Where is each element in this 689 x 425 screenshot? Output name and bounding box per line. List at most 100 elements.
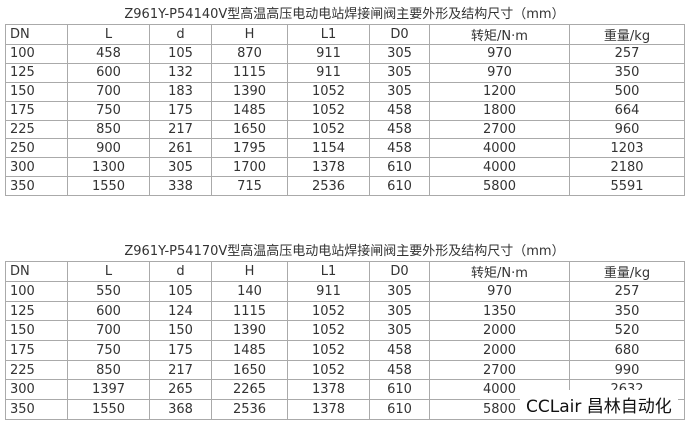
row: 175 750 175 1485 1052 458 2000 680 (5, 340, 685, 361)
cell: 261 (149, 138, 212, 159)
cell: 105 (149, 44, 212, 64)
cell: 132 (149, 62, 212, 83)
cell: 700 (67, 320, 150, 342)
row: 100 458 105 870 911 305 970 257 (5, 44, 685, 64)
cell: 1550 (67, 399, 150, 420)
cell: 715 (211, 176, 288, 197)
cell: 305 (369, 320, 430, 342)
cell: 2700 (429, 119, 570, 140)
row: 175 750 175 1485 1052 458 1800 664 (5, 100, 685, 121)
row: 100 550 105 140 911 305 970 257 (5, 281, 685, 302)
cell: 1795 (211, 138, 288, 159)
row: 125 600 132 1115 911 305 970 350 (5, 62, 685, 83)
header-cell: L1 (287, 261, 370, 282)
cell: 2536 (287, 176, 370, 197)
cell: 265 (149, 379, 212, 401)
cell: 1300 (67, 157, 150, 178)
cell: 1378 (287, 157, 370, 178)
header-cell: L (67, 261, 150, 282)
cell: 458 (369, 359, 430, 381)
cell: 900 (67, 138, 150, 159)
cell: 610 (369, 379, 430, 401)
cell: 1052 (287, 100, 370, 121)
cell: 100 (5, 281, 68, 302)
cell: 140 (211, 281, 288, 302)
cell: 610 (369, 176, 430, 197)
cell: 175 (149, 100, 212, 121)
table-title: Z961Y-P54170V型高温高压电动电站焊接闸阀主要外形及结构尺寸（mm） (124, 244, 565, 259)
header-cell: 重量/kg (569, 24, 685, 45)
cell: 150 (5, 320, 68, 342)
cell: 1650 (211, 359, 288, 381)
row: 150 700 183 1390 1052 305 1200 500 (5, 81, 685, 102)
cell: 4000 (429, 138, 570, 159)
cell: 4000 (429, 157, 570, 178)
cell: 300 (5, 379, 68, 401)
cell: 183 (149, 81, 212, 102)
cell: 217 (149, 119, 212, 140)
row: 350 1550 338 715 2536 610 5800 5591 (5, 176, 685, 197)
header-cell: DN (5, 24, 68, 45)
cell: 125 (5, 300, 68, 322)
cell: 1397 (67, 379, 150, 401)
cell: 911 (287, 281, 370, 302)
cell: 458 (369, 340, 430, 361)
cell: 350 (569, 300, 685, 322)
cell: 1650 (211, 119, 288, 140)
cell: 5591 (569, 176, 685, 197)
cell: 350 (5, 176, 68, 197)
cell: 500 (569, 81, 685, 102)
row: 225 850 217 1650 1052 458 2700 960 (5, 119, 685, 140)
header-cell: L1 (287, 24, 370, 45)
cell: 350 (569, 62, 685, 83)
cell: 1052 (287, 81, 370, 102)
cell: 2265 (211, 379, 288, 401)
cell: 124 (149, 300, 212, 322)
cell: 550 (67, 281, 150, 302)
row: 150 700 150 1390 1052 305 2000 520 (5, 320, 685, 342)
cell: 458 (67, 44, 150, 64)
cell: 2700 (429, 359, 570, 381)
header-cell: 重量/kg (569, 261, 685, 282)
cell: 5800 (429, 176, 570, 197)
cell: 850 (67, 359, 150, 381)
cell: 1378 (287, 379, 370, 401)
cell: 225 (5, 119, 68, 140)
cell: 305 (369, 81, 430, 102)
row: 125 600 124 1115 1052 305 1350 350 (5, 300, 685, 322)
cell: 217 (149, 359, 212, 381)
cell: 1700 (211, 157, 288, 178)
cell: 100 (5, 44, 68, 64)
watermark: CCLair 昌林自动化 (520, 390, 678, 419)
cell: 680 (569, 340, 685, 361)
cell: 911 (287, 62, 370, 83)
cell: 338 (149, 176, 212, 197)
cell: 2000 (429, 320, 570, 342)
header-cell: D0 (369, 261, 430, 282)
cell: 458 (369, 119, 430, 140)
cell: 970 (429, 281, 570, 302)
cell: 970 (429, 62, 570, 83)
cell: 1550 (67, 176, 150, 197)
cell: 1200 (429, 81, 570, 102)
cell: 1052 (287, 359, 370, 381)
cell: 1800 (429, 100, 570, 121)
cell: 1390 (211, 320, 288, 342)
header-cell: H (211, 24, 288, 45)
header-cell: DN (5, 261, 68, 282)
cell: 664 (569, 100, 685, 121)
cell: 368 (149, 399, 212, 420)
cell: 610 (369, 157, 430, 178)
cell: 750 (67, 340, 150, 361)
cell: 970 (429, 44, 570, 64)
row: 225 850 217 1650 1052 458 2700 990 (5, 359, 685, 381)
cell: 150 (149, 320, 212, 342)
cell: 150 (5, 81, 68, 102)
cell: 175 (5, 340, 68, 361)
cell: 870 (211, 44, 288, 64)
cell: 850 (67, 119, 150, 140)
cell: 305 (149, 157, 212, 178)
